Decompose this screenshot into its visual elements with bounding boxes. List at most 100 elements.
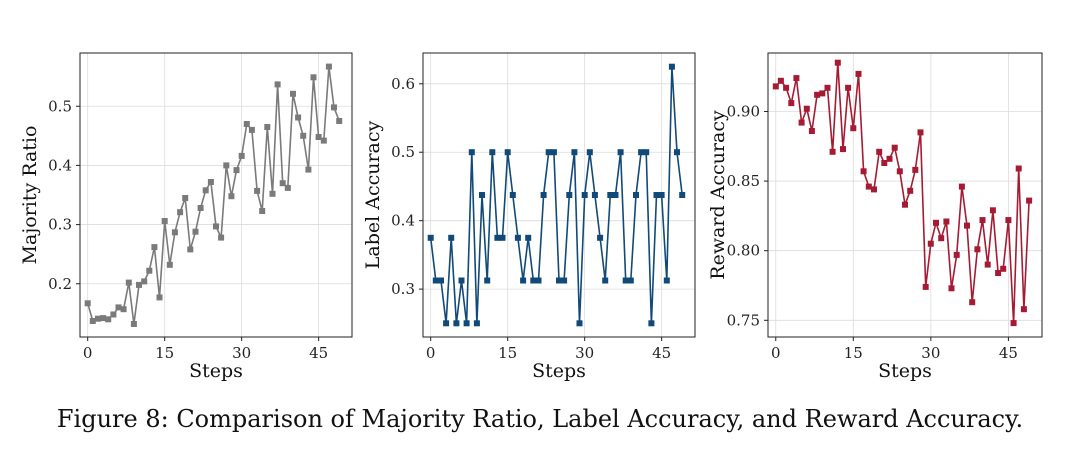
label-accuracy-point	[443, 320, 450, 327]
reward-accuracy-point	[933, 219, 939, 226]
majority-ratio-point	[110, 311, 117, 318]
label-accuracy-point	[576, 320, 583, 327]
majority-ratio-point	[125, 279, 132, 286]
label-accuracy-ytick-label: 0.4	[391, 212, 415, 230]
majority-ratio-point	[197, 205, 204, 211]
label-accuracy-point	[556, 277, 562, 284]
label-accuracy-point	[612, 192, 619, 198]
majority-ratio-point	[300, 132, 307, 139]
label-accuracy-point	[633, 192, 639, 198]
majority-ratio-point	[177, 209, 184, 216]
majority-ratio-point	[248, 126, 255, 133]
reward-accuracy-point	[871, 186, 877, 193]
majority-ratio-point	[141, 278, 148, 285]
reward-accuracy-point	[938, 235, 945, 242]
label-accuracy-point	[540, 192, 547, 198]
reward-accuracy-point	[783, 84, 790, 91]
label-accuracy-point	[514, 234, 521, 241]
reward-accuracy-point	[989, 207, 996, 214]
reward-accuracy-ylabel: Reward Accuracy	[707, 110, 729, 280]
label-accuracy-point	[432, 277, 439, 284]
reward-accuracy-point	[907, 187, 914, 194]
majority-ratio-point	[274, 81, 281, 88]
majority-ratio-point	[95, 315, 101, 322]
label-accuracy-point	[509, 192, 516, 198]
majority-ratio-point	[84, 300, 91, 307]
majority-ratio-frame	[79, 52, 353, 338]
reward-accuracy-point	[979, 217, 986, 224]
majority-ratio-point	[202, 187, 209, 194]
label-accuracy-chart: 0 15 30 45 0.3 0.4 0.5 0.6 Steps Label Accuracy	[362, 52, 696, 382]
reward-accuracy-point	[1015, 165, 1022, 172]
figure-panels: 0 15 30 45 0.2 0.3 0.4 0.5 Steps Majority Ratio 0 1…	[19, 52, 1043, 382]
reward-accuracy-point	[1000, 265, 1007, 272]
label-accuracy-point	[679, 192, 686, 198]
majority-ratio-point	[100, 315, 107, 322]
label-accuracy-point	[525, 234, 532, 241]
reward-accuracy-point	[829, 148, 836, 155]
majority-ratio-xtick-label: 0	[83, 344, 93, 362]
majority-ratio-point	[259, 208, 266, 214]
reward-accuracy-point	[1010, 320, 1017, 327]
reward-accuracy-point	[808, 128, 815, 134]
majority-ratio-point	[295, 114, 302, 121]
label-accuracy-xlabel: Steps	[532, 360, 586, 382]
reward-accuracy-ytick-label: 0.75	[727, 311, 760, 329]
label-accuracy-point	[494, 234, 501, 241]
label-accuracy-point	[479, 192, 485, 198]
reward-accuracy-point	[855, 70, 862, 77]
reward-accuracy-point	[891, 144, 898, 151]
label-accuracy-point	[648, 320, 655, 327]
reward-accuracy-point	[995, 270, 1002, 276]
majority-ratio-point	[166, 261, 173, 268]
reward-accuracy-point	[1020, 306, 1027, 313]
label-accuracy-point	[427, 234, 434, 241]
majority-ratio-point	[336, 118, 343, 124]
majority-ratio-point	[171, 229, 178, 236]
label-accuracy-point	[535, 277, 542, 284]
reward-accuracy-ytick-label: 0.85	[727, 172, 760, 190]
majority-ratio-ytick-label: 0.2	[48, 275, 72, 293]
label-accuracy-point	[550, 149, 557, 156]
reward-accuracy-xtick-label: 45	[999, 344, 1018, 362]
reward-accuracy-point	[917, 129, 924, 136]
label-accuracy-point	[571, 149, 578, 156]
majority-ratio-point	[264, 124, 271, 130]
majority-ratio-series-line	[86, 66, 340, 325]
reward-accuracy-point	[876, 148, 883, 155]
figure-caption: Figure 8: Comparison of Majority Ratio, …	[56, 405, 1024, 433]
label-accuracy-point	[484, 277, 491, 284]
reward-accuracy-chart: 0 15 30 45 0.75 0.80 0.85 0.90 Steps Reward Accur…	[707, 52, 1043, 382]
majority-ratio-point	[89, 318, 96, 324]
label-accuracy-point	[607, 192, 614, 198]
reward-accuracy-ytick-label: 0.90	[727, 102, 760, 120]
reward-accuracy-point	[922, 283, 929, 290]
label-accuracy-ytick-label: 0.5	[391, 143, 415, 161]
label-accuracy-point	[622, 277, 629, 284]
reward-accuracy-point	[953, 251, 960, 258]
reward-accuracy-point	[927, 240, 934, 247]
majority-ratio-point	[254, 187, 261, 194]
majority-ratio-ylabel: Majority Ratio	[19, 126, 41, 265]
label-accuracy-point	[504, 149, 511, 156]
majority-ratio-xtick-label: 45	[309, 344, 328, 362]
majority-ratio-xtick-label: 30	[232, 344, 251, 362]
majority-ratio-point	[130, 321, 137, 327]
majority-ratio-point	[187, 246, 194, 253]
reward-accuracy-point	[798, 119, 805, 126]
reward-accuracy-ytick-label: 0.80	[727, 242, 760, 260]
reward-accuracy-point	[860, 168, 867, 175]
reward-accuracy-point	[772, 83, 779, 90]
majority-ratio-point	[213, 223, 219, 230]
label-accuracy-series-line	[429, 66, 683, 324]
majority-ratio-point	[284, 184, 291, 191]
label-accuracy-xtick-label: 30	[575, 344, 594, 362]
reward-accuracy-point	[984, 261, 991, 268]
label-accuracy-point	[617, 149, 624, 156]
majority-ratio-point	[290, 90, 296, 97]
majority-ratio-point	[136, 281, 142, 288]
label-accuracy-ylabel: Label Accuracy	[362, 120, 384, 269]
label-accuracy-ytick-label: 0.3	[391, 280, 415, 298]
label-accuracy-point	[453, 320, 460, 327]
reward-accuracy-xtick-label: 15	[844, 344, 863, 362]
